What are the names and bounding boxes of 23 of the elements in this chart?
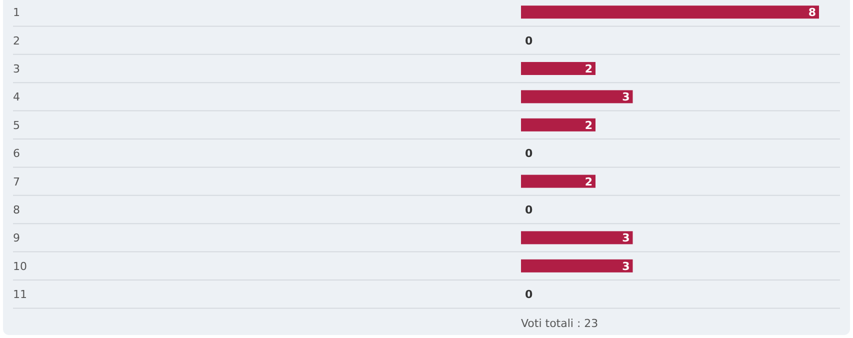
y-tick-label: 2	[13, 34, 20, 48]
data-label: 3	[622, 232, 630, 245]
y-tick-label: 7	[13, 175, 20, 188]
y-tick-label: 5	[13, 118, 20, 132]
data-label: 2	[584, 118, 592, 132]
y-tick-label: 9	[13, 232, 20, 245]
data-label: 0	[525, 34, 533, 48]
data-label: 0	[525, 147, 533, 160]
data-label: 8	[808, 6, 816, 20]
data-label: 0	[525, 288, 533, 302]
data-label: 2	[584, 175, 592, 188]
text: Voti totali : 23	[521, 317, 598, 330]
y-tick-label: 8	[13, 204, 20, 216]
y-tick-label: 11	[13, 288, 27, 302]
data-label: 0	[525, 204, 533, 216]
y-tick-label: 10	[13, 260, 27, 273]
y-tick-label: 3	[13, 62, 20, 76]
y-tick-label: 4	[13, 90, 20, 104]
data-label: 3	[622, 90, 630, 104]
data-label: 2	[584, 62, 592, 76]
y-tick-label: 6	[13, 147, 20, 160]
y-tick-label: 1	[13, 6, 20, 20]
data-label: 3	[622, 260, 630, 273]
